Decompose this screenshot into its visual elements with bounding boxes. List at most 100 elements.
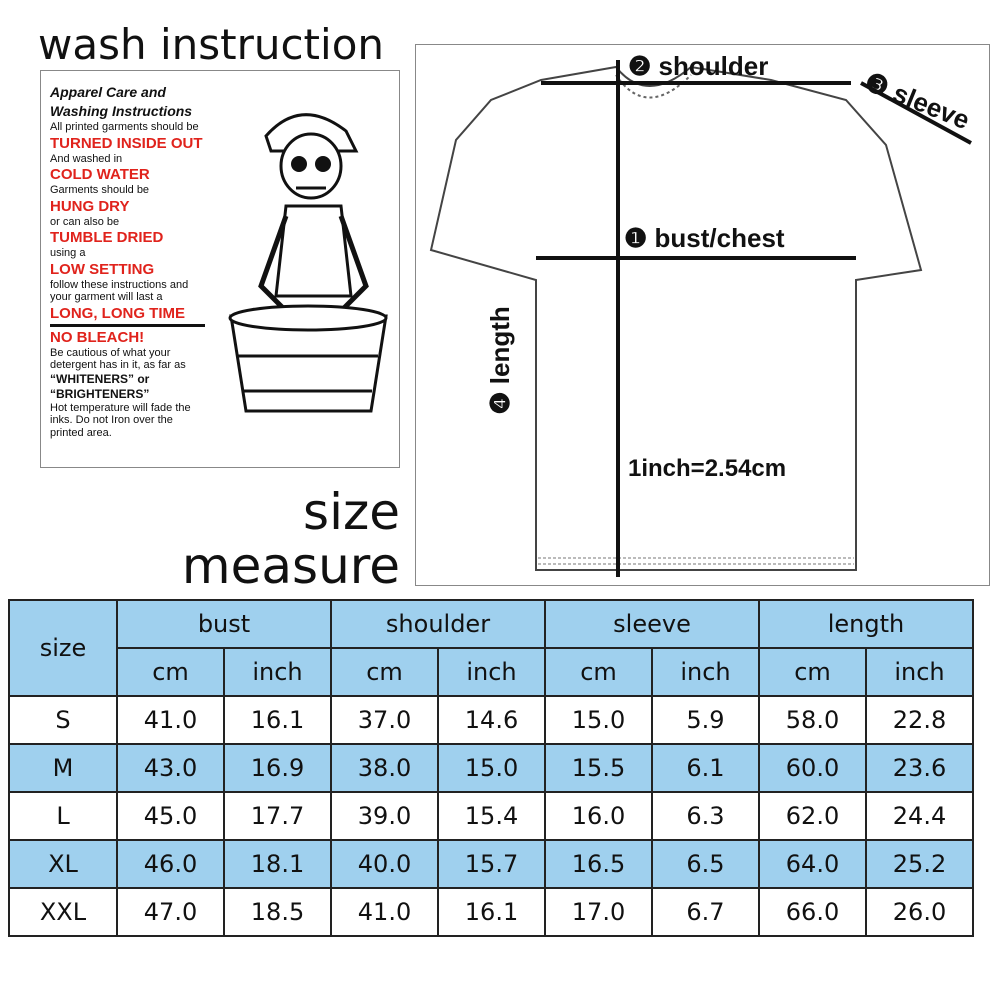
size-cell: XXL — [8, 887, 118, 937]
unit-header-cm: cm — [758, 647, 867, 697]
length-label: ❹ length — [484, 306, 515, 415]
value-cell: 66.0 — [758, 887, 867, 937]
conversion-note: 1inch=2.54cm — [628, 455, 787, 482]
value-cell: 5.9 — [651, 695, 760, 745]
care-line: “BRIGHTENERS” — [50, 386, 150, 401]
size-cell: S — [8, 695, 118, 745]
care-line: Hot temperature will fade the — [50, 401, 191, 414]
tshirt-outline — [429, 60, 972, 577]
unit-header-inch: inch — [223, 647, 332, 697]
tshirt-diagram: ❷ shoulder ❸ sleeve ❶ bust/chest ❹ lengt… — [415, 44, 990, 586]
value-cell: 47.0 — [116, 887, 225, 937]
group-header-shoulder: shoulder — [330, 599, 546, 649]
wash-instruction-title: wash instruction — [38, 20, 385, 69]
size-header: size — [8, 599, 118, 697]
group-header-length: length — [758, 599, 974, 649]
size-cell: XL — [8, 839, 118, 889]
care-line: COLD WATER — [50, 166, 150, 183]
value-cell: 24.4 — [865, 791, 974, 841]
care-line: follow these instructions and — [50, 278, 189, 291]
unit-header-inch: inch — [865, 647, 974, 697]
unit-header-row: cm inch cm inch cm inch cm inch — [9, 647, 974, 697]
value-cell: 6.7 — [651, 887, 760, 937]
value-cell: 43.0 — [116, 743, 225, 793]
value-cell: 39.0 — [330, 791, 439, 841]
value-cell: 58.0 — [758, 695, 867, 745]
size-chart-table: size bust shoulder sleeve length cm inch c… — [8, 599, 974, 937]
group-header-bust: bust — [116, 599, 332, 649]
value-cell: 64.0 — [758, 839, 867, 889]
value-cell: 45.0 — [116, 791, 225, 841]
care-line: NO BLEACH! — [50, 328, 145, 346]
care-line: LOW SETTING — [50, 260, 155, 278]
value-cell: 40.0 — [330, 839, 439, 889]
care-line: All printed garments should be — [50, 121, 199, 133]
shoulder-text: shoulder — [658, 51, 769, 81]
value-cell: 16.9 — [223, 743, 332, 793]
skeleton-washing-illustration — [228, 113, 388, 413]
bust-text: bust/chest — [654, 223, 785, 253]
care-line: TUMBLE DRIED — [50, 229, 164, 246]
value-cell: 16.5 — [544, 839, 653, 889]
value-cell: 15.5 — [544, 743, 653, 793]
table-row: L 45.0 17.7 39.0 15.4 16.0 6.3 62.0 24.4 — [8, 791, 974, 841]
value-cell: 16.1 — [437, 887, 546, 937]
unit-header-cm: cm — [544, 647, 653, 697]
value-cell: 25.2 — [865, 839, 974, 889]
value-cell: 41.0 — [330, 887, 439, 937]
care-line: inks. Do not Iron over the — [50, 414, 173, 426]
care-line: printed area. — [50, 426, 112, 439]
value-cell: 6.3 — [651, 791, 760, 841]
care-line: “WHITENERS” or — [50, 371, 150, 386]
value-cell: 6.5 — [651, 839, 760, 889]
care-line: detergent has in it, as far as — [50, 359, 186, 371]
size-measure-title: size measure — [180, 485, 400, 593]
value-cell: 15.4 — [437, 791, 546, 841]
care-line: HUNG DRY — [50, 197, 130, 215]
value-cell: 18.5 — [223, 887, 332, 937]
care-instructions-card: Apparel Care and Washing Instructions All … — [40, 70, 400, 468]
care-line: Washing Instructions — [50, 103, 193, 119]
value-cell: 17.7 — [223, 791, 332, 841]
care-line: Be cautious of what your — [50, 346, 171, 359]
value-cell: 15.7 — [437, 839, 546, 889]
care-line: Apparel Care and — [50, 84, 166, 100]
unit-header-cm: cm — [116, 647, 225, 697]
value-cell: 18.1 — [223, 839, 332, 889]
value-cell: 16.1 — [223, 695, 332, 745]
value-cell: 16.0 — [544, 791, 653, 841]
value-cell: 6.1 — [651, 743, 760, 793]
value-cell: 15.0 — [437, 743, 546, 793]
care-line: your garment will last a — [50, 291, 163, 303]
size-measure-line-2: measure — [181, 537, 400, 595]
shoulder-label: ❷ shoulder — [628, 51, 769, 81]
table-row: M 43.0 16.9 38.0 15.0 15.5 6.1 60.0 23.6 — [8, 743, 974, 793]
size-cell: M — [8, 743, 118, 793]
value-cell: 46.0 — [116, 839, 225, 889]
care-line: And washed in — [50, 152, 123, 165]
unit-header-inch: inch — [437, 647, 546, 697]
unit-header-cm: cm — [330, 647, 439, 697]
value-cell: 37.0 — [330, 695, 439, 745]
value-cell: 26.0 — [865, 887, 974, 937]
care-line: LONG, LONG TIME — [50, 304, 185, 322]
table-row: S 41.0 16.1 37.0 14.6 15.0 5.9 58.0 22.8 — [8, 695, 974, 745]
care-text: Apparel Care and Washing Instructions All … — [50, 83, 240, 439]
value-cell: 38.0 — [330, 743, 439, 793]
value-cell: 22.8 — [865, 695, 974, 745]
value-cell: 60.0 — [758, 743, 867, 793]
value-cell: 17.0 — [544, 887, 653, 937]
table-row: XL 46.0 18.1 40.0 15.7 16.5 6.5 64.0 25.2 — [8, 839, 974, 889]
value-cell: 62.0 — [758, 791, 867, 841]
care-line: Garments should be — [50, 184, 150, 196]
unit-header-inch: inch — [651, 647, 760, 697]
value-cell: 41.0 — [116, 695, 225, 745]
size-cell: L — [8, 791, 118, 841]
care-line: TURNED INSIDE OUT — [50, 134, 203, 152]
divider — [50, 323, 205, 327]
value-cell: 15.0 — [544, 695, 653, 745]
care-line: using a — [50, 247, 86, 259]
bust-label: ❶ bust/chest — [624, 223, 785, 253]
value-cell: 23.6 — [865, 743, 974, 793]
care-line: or can also be — [50, 215, 120, 228]
